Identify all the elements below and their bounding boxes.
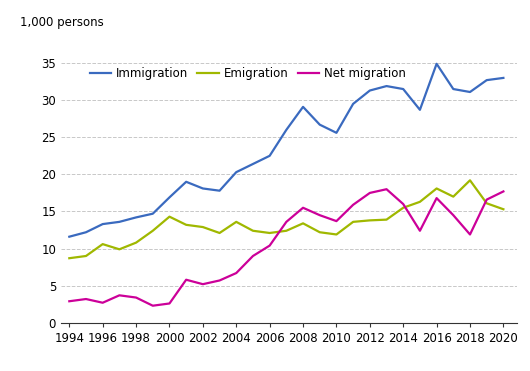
Immigration <box>400 87 407 91</box>
Emigration <box>483 201 490 206</box>
Immigration <box>100 222 106 226</box>
Immigration <box>333 131 340 135</box>
Immigration <box>267 154 273 158</box>
Net migration <box>316 213 323 217</box>
Net migration <box>66 299 73 303</box>
Emigration <box>350 220 356 224</box>
Immigration <box>133 215 139 220</box>
Net migration <box>467 232 473 237</box>
Net migration <box>367 191 373 195</box>
Net migration <box>483 197 490 202</box>
Emigration <box>250 229 256 233</box>
Immigration <box>300 105 306 109</box>
Immigration <box>483 78 490 82</box>
Net migration <box>400 202 407 206</box>
Immigration <box>500 76 507 80</box>
Emigration <box>216 231 223 235</box>
Immigration <box>66 234 73 239</box>
Immigration <box>216 188 223 193</box>
Net migration <box>300 206 306 210</box>
Net migration <box>233 271 240 275</box>
Net migration <box>450 213 456 217</box>
Emigration <box>66 256 73 260</box>
Net migration <box>283 220 289 224</box>
Net migration <box>100 301 106 305</box>
Emigration <box>333 232 340 237</box>
Immigration <box>116 220 122 224</box>
Net migration <box>250 254 256 258</box>
Net migration <box>149 303 156 308</box>
Net migration <box>500 189 507 194</box>
Emigration <box>100 242 106 246</box>
Net migration <box>83 297 89 301</box>
Emigration <box>316 230 323 234</box>
Net migration <box>116 293 122 298</box>
Emigration <box>267 231 273 235</box>
Immigration <box>183 180 189 184</box>
Line: Net migration: Net migration <box>69 189 504 306</box>
Immigration <box>83 230 89 234</box>
Immigration <box>450 87 456 91</box>
Text: 1,000 persons: 1,000 persons <box>20 16 104 29</box>
Immigration <box>149 211 156 216</box>
Emigration <box>434 186 440 191</box>
Net migration <box>267 243 273 248</box>
Immigration <box>434 62 440 66</box>
Net migration <box>383 187 390 191</box>
Net migration <box>434 196 440 200</box>
Emigration <box>467 178 473 183</box>
Emigration <box>367 218 373 223</box>
Emigration <box>200 225 206 229</box>
Emigration <box>417 200 423 204</box>
Legend: Immigration, Emigration, Net migration: Immigration, Emigration, Net migration <box>85 62 410 85</box>
Emigration <box>133 240 139 245</box>
Line: Immigration: Immigration <box>69 64 504 237</box>
Emigration <box>450 194 456 199</box>
Emigration <box>166 214 173 219</box>
Emigration <box>83 254 89 258</box>
Net migration <box>133 295 139 300</box>
Net migration <box>216 278 223 283</box>
Immigration <box>367 88 373 93</box>
Immigration <box>467 90 473 94</box>
Emigration <box>300 221 306 226</box>
Immigration <box>200 186 206 191</box>
Net migration <box>350 203 356 207</box>
Immigration <box>250 162 256 166</box>
Immigration <box>166 195 173 200</box>
Emigration <box>183 223 189 227</box>
Net migration <box>183 278 189 282</box>
Emigration <box>400 206 407 210</box>
Net migration <box>166 301 173 306</box>
Immigration <box>417 108 423 112</box>
Immigration <box>233 170 240 174</box>
Immigration <box>350 102 356 106</box>
Net migration <box>417 229 423 233</box>
Emigration <box>149 229 156 233</box>
Net migration <box>333 219 340 223</box>
Emigration <box>283 229 289 233</box>
Emigration <box>500 207 507 211</box>
Immigration <box>283 128 289 132</box>
Emigration <box>116 247 122 252</box>
Emigration <box>383 217 390 222</box>
Immigration <box>383 84 390 88</box>
Emigration <box>233 220 240 224</box>
Net migration <box>200 282 206 286</box>
Line: Emigration: Emigration <box>69 180 504 258</box>
Immigration <box>316 122 323 127</box>
